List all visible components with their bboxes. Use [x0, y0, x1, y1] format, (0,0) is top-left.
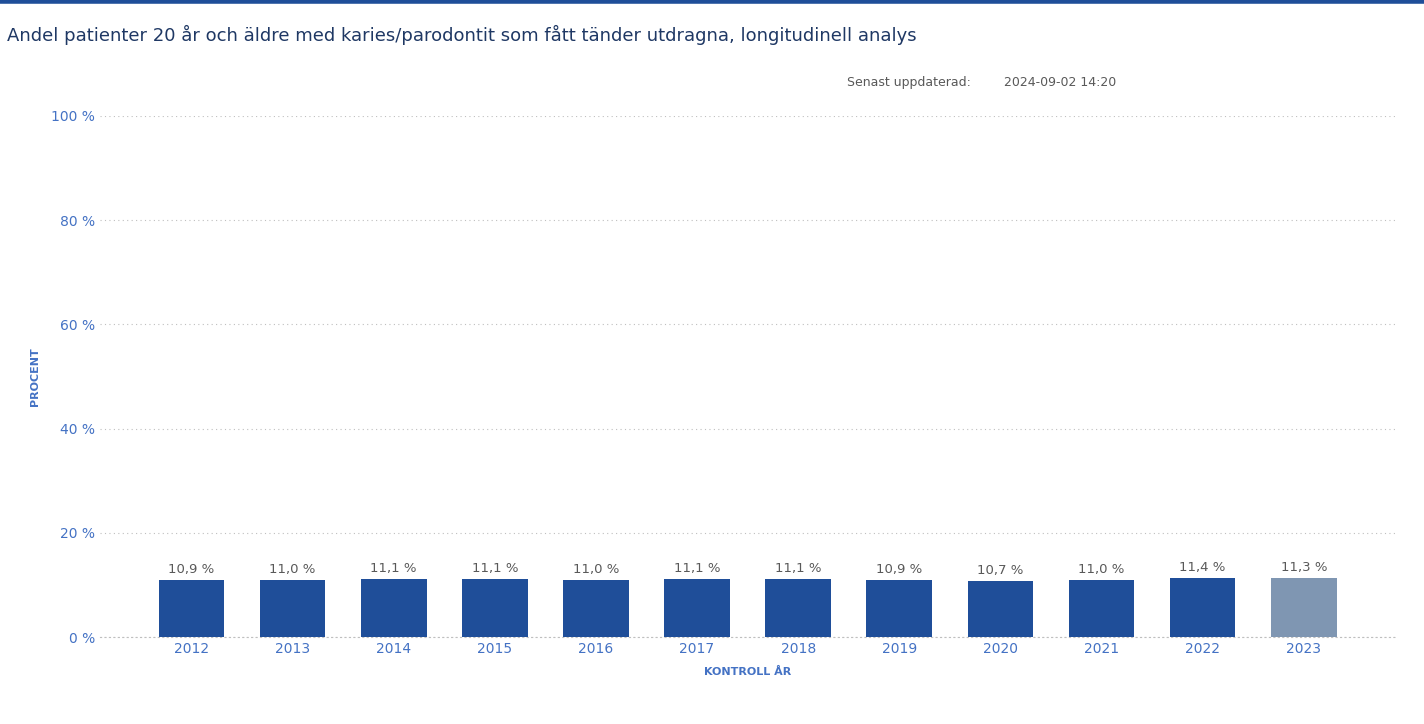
Text: 2024-09-02 14:20: 2024-09-02 14:20 [1004, 76, 1116, 89]
Bar [360, 579, 427, 637]
Bar [461, 579, 528, 637]
Text: 11,1 %: 11,1 % [674, 562, 721, 575]
Text: 11,1 %: 11,1 % [775, 562, 822, 575]
Text: 10,9 %: 10,9 % [168, 563, 215, 576]
Text: 10,9 %: 10,9 % [876, 563, 923, 576]
Bar [158, 581, 225, 637]
Text: 11,0 %: 11,0 % [269, 563, 316, 576]
Bar [765, 579, 832, 637]
Text: 11,1 %: 11,1 % [370, 562, 417, 575]
Text: 10,7 %: 10,7 % [977, 564, 1024, 577]
Text: Senast uppdaterad:: Senast uppdaterad: [847, 76, 971, 89]
Text: 11,4 %: 11,4 % [1179, 560, 1226, 573]
Bar [562, 580, 629, 637]
Y-axis label: PROCENT: PROCENT [30, 347, 40, 406]
Bar [259, 580, 326, 637]
Text: 11,0 %: 11,0 % [572, 563, 619, 576]
Text: Andel patienter 20 år och äldre med karies/parodontit som fått tänder utdragna, : Andel patienter 20 år och äldre med kari… [7, 25, 917, 46]
Bar [967, 581, 1034, 637]
Bar [664, 579, 731, 637]
Bar [1068, 580, 1135, 637]
Bar [1169, 578, 1236, 637]
Text: 11,3 %: 11,3 % [1280, 561, 1327, 574]
X-axis label: KONTROLL ÅR: KONTROLL ÅR [703, 667, 792, 677]
Bar [1270, 578, 1337, 637]
Bar [866, 581, 933, 637]
Text: 11,1 %: 11,1 % [471, 562, 518, 575]
Text: 11,0 %: 11,0 % [1078, 563, 1125, 576]
